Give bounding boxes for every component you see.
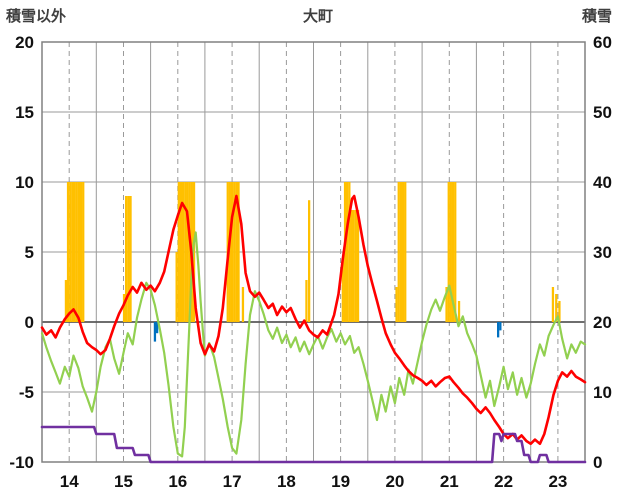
- bar-orange-bars: [235, 182, 238, 322]
- series-green-line: [40, 231, 587, 458]
- bar-orange-bars: [73, 182, 76, 322]
- bar-orange-bars: [82, 182, 85, 322]
- bar-orange-bars: [395, 287, 398, 322]
- bar-orange-bars: [125, 196, 128, 322]
- bar-orange-bars: [356, 210, 360, 322]
- right-axis-tick: 30: [593, 243, 612, 262]
- bar-orange-bars: [64, 280, 68, 322]
- series-red-line: [40, 194, 587, 446]
- bar-blue-bars: [497, 322, 500, 338]
- left-axis-tick: 15: [15, 103, 34, 122]
- bar-orange-bars: [445, 287, 448, 322]
- bar-orange-bars: [399, 182, 403, 322]
- bar-blue-bars: [153, 322, 157, 342]
- bar-orange-bars: [241, 287, 245, 322]
- bar-orange-bars: [69, 182, 72, 322]
- bar-orange-bars: [77, 182, 81, 322]
- bar-orange-bars: [122, 294, 126, 322]
- bar-orange-bars: [80, 182, 83, 322]
- bar-orange-bars: [230, 182, 234, 322]
- bar-orange-bars: [447, 182, 450, 322]
- bar-orange-bars: [179, 182, 183, 322]
- bar-orange-bars: [75, 182, 78, 322]
- right-axis-title: 積雪: [581, 8, 612, 25]
- x-axis-tick: 16: [168, 472, 187, 491]
- bar-orange-bars: [305, 280, 308, 322]
- bar-orange-bars: [354, 210, 357, 322]
- series-snow-depth-purple: [40, 425, 587, 464]
- x-axis-tick: 22: [494, 472, 513, 491]
- x-axis-tick: 17: [223, 472, 242, 491]
- x-axis-tick: 21: [440, 472, 459, 491]
- bar-orange-bars: [402, 182, 405, 322]
- x-axis-tick: 23: [548, 472, 567, 491]
- bar-orange-bars: [233, 182, 236, 322]
- x-axis-tick: 20: [385, 472, 404, 491]
- bar-orange-bars: [237, 182, 240, 322]
- bar-blue-bars: [156, 322, 159, 334]
- x-axis-tick: 15: [114, 472, 133, 491]
- left-axis-tick: -10: [9, 453, 34, 472]
- bar-orange-bars: [558, 301, 561, 322]
- x-axis-tick: 18: [277, 472, 296, 491]
- bar-orange-bars: [451, 182, 455, 322]
- right-axis-tick: 40: [593, 173, 612, 192]
- bar-orange-bars: [188, 182, 191, 322]
- bar-orange-bars: [404, 182, 407, 322]
- bar-orange-bars: [555, 294, 558, 322]
- left-axis-tick: 20: [15, 33, 34, 52]
- bar-orange-bars: [350, 210, 353, 322]
- bar-orange-bars: [175, 252, 178, 322]
- bar-orange-bars: [454, 182, 457, 322]
- bar-orange-bars: [184, 182, 187, 322]
- left-axis-title: 積雪以外: [6, 8, 67, 25]
- bar-orange-bars: [177, 182, 180, 322]
- right-axis-tick: 60: [593, 33, 612, 52]
- left-axis-tick: -5: [19, 383, 34, 402]
- bar-orange-bars: [308, 200, 311, 322]
- bar-orange-bars: [346, 182, 349, 322]
- bar-blue-bars: [499, 322, 502, 331]
- bar-orange-bars: [449, 182, 452, 322]
- bar-orange-bars: [228, 182, 231, 322]
- left-axis-tick: 0: [25, 313, 34, 332]
- bar-orange-bars: [127, 196, 130, 322]
- chart-title: 大町: [302, 8, 334, 25]
- bar-orange-bars: [551, 287, 555, 322]
- bar-orange-bars: [71, 182, 74, 322]
- bar-orange-bars: [182, 182, 185, 322]
- right-axis-tick: 20: [593, 313, 612, 332]
- left-axis-tick: 10: [15, 173, 34, 192]
- bar-orange-bars: [457, 301, 461, 322]
- right-axis-tick: 0: [593, 453, 602, 472]
- right-axis-tick: 10: [593, 383, 612, 402]
- left-axis-tick: 5: [25, 243, 34, 262]
- bar-orange-bars: [186, 182, 189, 322]
- bar-orange-bars: [129, 196, 132, 322]
- bar-orange-bars: [348, 182, 351, 322]
- bar-orange-bars: [66, 182, 70, 322]
- bar-orange-bars: [352, 210, 355, 322]
- bar-orange-bars: [341, 259, 344, 322]
- x-axis-tick: 14: [60, 472, 79, 491]
- x-axis-tick: 19: [331, 472, 350, 491]
- right-axis-tick: 50: [593, 103, 612, 122]
- bar-orange-bars: [397, 182, 400, 322]
